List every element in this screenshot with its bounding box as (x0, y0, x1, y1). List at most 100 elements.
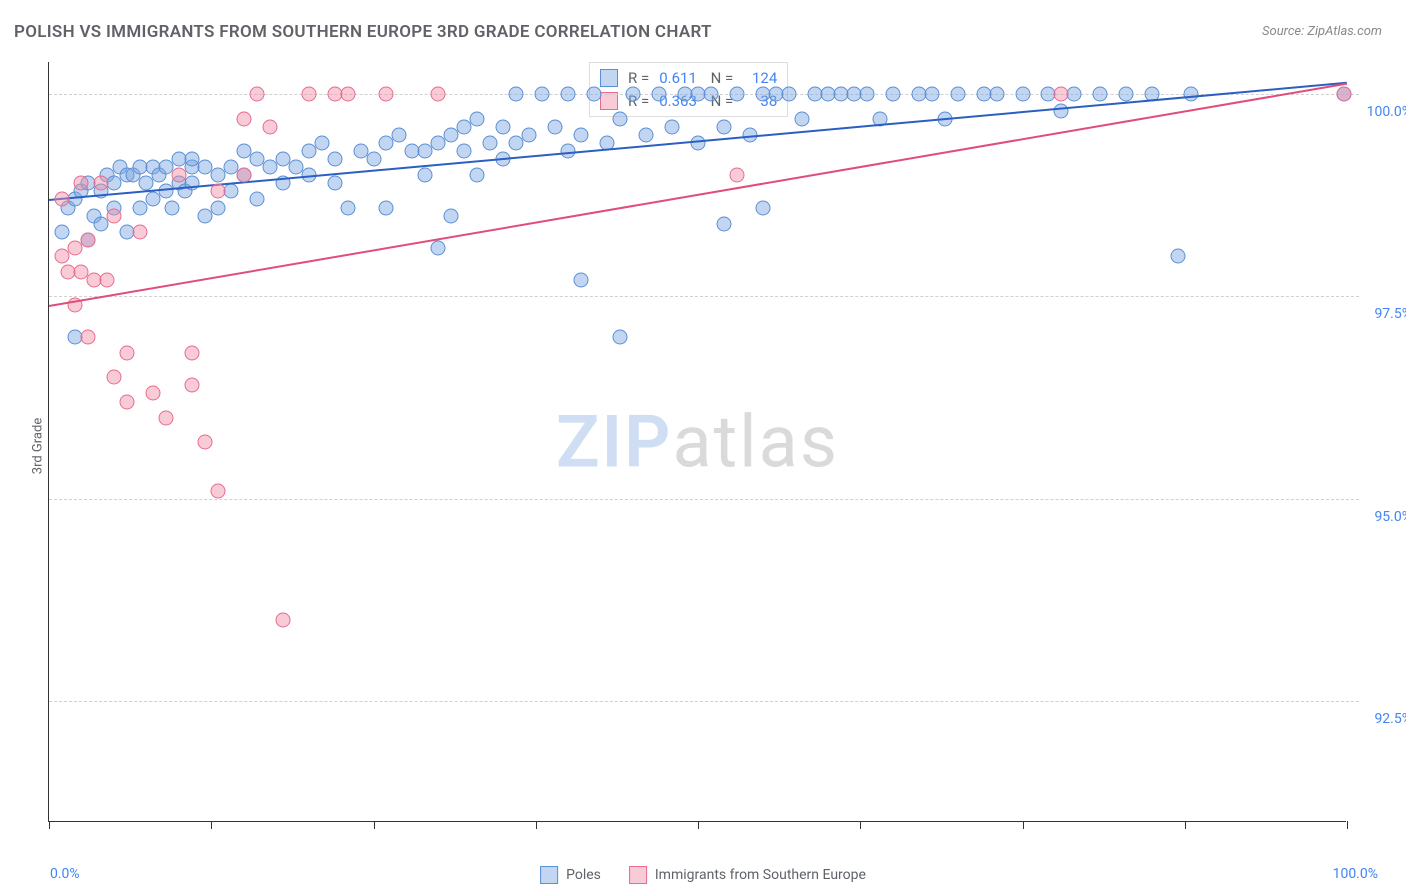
data-point (54, 192, 69, 207)
data-point (327, 152, 342, 167)
data-point (100, 273, 115, 288)
legend-swatch (540, 866, 558, 884)
watermark: ZIPatlas (556, 399, 839, 484)
legend-item: Immigrants from Southern Europe (629, 866, 866, 884)
data-point (716, 119, 731, 134)
legend-label: Poles (566, 867, 601, 883)
data-point (340, 200, 355, 215)
gridline (49, 296, 1359, 297)
data-point (496, 119, 511, 134)
data-point (431, 240, 446, 255)
bottom-legend: Poles Immigrants from Southern Europe (540, 866, 866, 884)
data-point (431, 87, 446, 102)
data-point (366, 152, 381, 167)
data-point (457, 143, 472, 158)
data-point (716, 216, 731, 231)
data-point (574, 273, 589, 288)
legend-swatch (629, 866, 647, 884)
data-point (1171, 249, 1186, 264)
data-point (574, 127, 589, 142)
data-point (262, 119, 277, 134)
data-point (1119, 87, 1134, 102)
data-point (587, 87, 602, 102)
data-point (119, 394, 134, 409)
stat-r-value: 0.611 (659, 67, 697, 90)
data-point (275, 612, 290, 627)
data-point (950, 87, 965, 102)
gridline (49, 701, 1359, 702)
data-point (132, 224, 147, 239)
data-point (626, 87, 641, 102)
plot-area: ZIPatlas R =0.611 N =124R =0.363 N =38 9… (48, 62, 1346, 822)
x-tick (374, 821, 375, 829)
data-point (859, 87, 874, 102)
data-point (781, 87, 796, 102)
data-point (535, 87, 550, 102)
data-point (210, 483, 225, 498)
data-point (1054, 87, 1069, 102)
gridline (49, 499, 1359, 500)
data-point (470, 168, 485, 183)
data-point (613, 111, 628, 126)
data-point (210, 184, 225, 199)
data-point (165, 200, 180, 215)
data-point (54, 224, 69, 239)
x-tick (1023, 821, 1024, 829)
data-point (1067, 87, 1082, 102)
data-point (249, 87, 264, 102)
data-point (379, 87, 394, 102)
x-tick (536, 821, 537, 829)
data-point (639, 127, 654, 142)
x-axis-min-label: 0.0% (50, 866, 80, 882)
data-point (210, 200, 225, 215)
x-tick (1347, 821, 1348, 829)
data-point (119, 346, 134, 361)
data-point (197, 435, 212, 450)
data-point (74, 176, 89, 191)
x-tick (211, 821, 212, 829)
data-point (223, 184, 238, 199)
data-point (171, 168, 186, 183)
y-tick-label: 92.5% (1374, 711, 1406, 727)
data-point (729, 87, 744, 102)
data-point (145, 386, 160, 401)
data-point (522, 127, 537, 142)
data-point (989, 87, 1004, 102)
x-tick (860, 821, 861, 829)
y-tick-label: 100.0% (1367, 104, 1406, 120)
data-point (729, 168, 744, 183)
x-tick (1185, 821, 1186, 829)
data-point (418, 168, 433, 183)
data-point (561, 87, 576, 102)
data-point (236, 111, 251, 126)
data-point (924, 87, 939, 102)
x-tick (49, 821, 50, 829)
source-attribution: Source: ZipAtlas.com (1262, 24, 1382, 39)
data-point (885, 87, 900, 102)
data-point (184, 378, 199, 393)
data-point (1337, 87, 1352, 102)
y-tick-label: 95.0% (1374, 509, 1406, 525)
data-point (80, 232, 95, 247)
y-axis-label: 3rd Grade (31, 418, 46, 474)
data-point (379, 200, 394, 215)
data-point (755, 200, 770, 215)
data-point (548, 119, 563, 134)
chart-title: POLISH VS IMMIGRANTS FROM SOUTHERN EUROP… (14, 22, 712, 42)
data-point (249, 192, 264, 207)
data-point (1093, 87, 1108, 102)
y-tick-label: 97.5% (1374, 306, 1406, 322)
legend-item: Poles (540, 866, 601, 884)
data-point (509, 87, 524, 102)
data-point (444, 208, 459, 223)
data-point (106, 208, 121, 223)
x-tick (698, 821, 699, 829)
x-axis-max-label: 100.0% (1333, 866, 1378, 882)
data-point (470, 111, 485, 126)
stats-row: R =0.611 N =124 (600, 67, 777, 90)
data-point (1015, 87, 1030, 102)
data-point (158, 410, 173, 425)
data-point (93, 176, 108, 191)
legend-label: Immigrants from Southern Europe (655, 867, 866, 883)
data-point (80, 329, 95, 344)
